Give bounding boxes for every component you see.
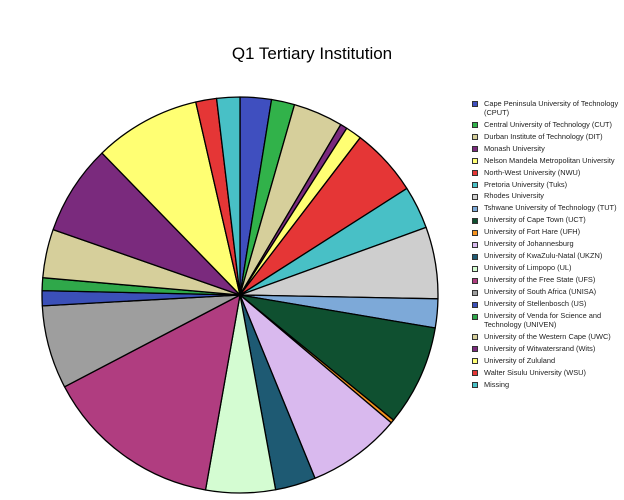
legend-item: Nelson Mandela Metropolitan University bbox=[472, 155, 622, 166]
legend-item: Monash University bbox=[472, 143, 622, 154]
legend-swatch bbox=[472, 229, 478, 236]
pie-slice-20 bbox=[101, 101, 241, 296]
legend-item: University of Cape Town (UCT) bbox=[472, 216, 622, 225]
legend-swatch bbox=[472, 301, 478, 308]
legend-swatch bbox=[472, 313, 478, 320]
legend-swatch bbox=[472, 382, 478, 389]
legend-swatch bbox=[472, 346, 478, 353]
legend: Cape Peninsula University of Technology … bbox=[472, 99, 622, 393]
legend-item: University of Venda for Science and Tech… bbox=[472, 311, 622, 329]
legend-swatch bbox=[472, 133, 478, 140]
legend-item: University of South Africa (UNISA) bbox=[472, 288, 622, 297]
legend-item: University of Limpopo (UL) bbox=[472, 264, 622, 273]
legend-swatch bbox=[472, 289, 478, 296]
legend-item: Rhodes University bbox=[472, 192, 622, 201]
pie-slice-11 bbox=[239, 294, 392, 479]
legend-label: University of Venda for Science and Tech… bbox=[484, 311, 602, 329]
legend-swatch bbox=[472, 181, 478, 188]
legend-swatch bbox=[472, 217, 478, 224]
legend-item: Durban Institute of Technology (DIT) bbox=[472, 131, 622, 142]
legend-item: North-West University (NWU) bbox=[472, 167, 622, 178]
legend-label: University of the Free State (UFS) bbox=[484, 275, 596, 285]
legend-swatch bbox=[472, 169, 478, 176]
legend-label: North-West University (NWU) bbox=[484, 167, 581, 177]
legend-item: University of Stellenbosch (US) bbox=[472, 300, 622, 309]
legend-swatch bbox=[472, 121, 478, 128]
pie-slice-9 bbox=[239, 294, 436, 421]
legend-item: Missing bbox=[472, 379, 622, 390]
legend-item: University of KwaZulu-Natal (UKZN) bbox=[472, 252, 622, 261]
legend-label: Tshwane University of Technology (TUT) bbox=[484, 203, 617, 213]
chart-title: Q1 Tertiary Institution bbox=[231, 44, 393, 63]
legend-item: University of the Western Cape (UWC) bbox=[472, 331, 622, 342]
legend-item: University of Zululand bbox=[472, 355, 622, 366]
legend-swatch bbox=[472, 265, 478, 272]
legend-item: University of Johannesburg bbox=[472, 240, 622, 249]
legend-label: University of the Western Cape (UWC) bbox=[484, 331, 611, 341]
legend-label: Walter Sisulu University (WSU) bbox=[484, 367, 586, 377]
legend-swatch bbox=[472, 334, 478, 341]
legend-swatch bbox=[472, 253, 478, 260]
legend-label: University of Stellenbosch (US) bbox=[484, 299, 587, 309]
legend-item: Cape Peninsula University of Technology … bbox=[472, 99, 622, 117]
legend-item: Tshwane University of Technology (TUT) bbox=[472, 204, 622, 213]
legend-item: Pretoria University (Tuks) bbox=[472, 179, 622, 190]
legend-swatch bbox=[472, 370, 478, 377]
legend-item: University of Witwatersrand (Wits) bbox=[472, 343, 622, 354]
legend-swatch bbox=[472, 193, 478, 200]
legend-label: Rhodes University bbox=[484, 191, 544, 201]
legend-label: University of Witwatersrand (Wits) bbox=[484, 343, 596, 353]
legend-swatch bbox=[472, 145, 478, 152]
legend-label: University of South Africa (UNISA) bbox=[484, 287, 597, 297]
legend-label: University of Fort Hare (UFH) bbox=[484, 227, 581, 237]
legend-item: Walter Sisulu University (WSU) bbox=[472, 367, 622, 378]
legend-swatch bbox=[472, 277, 478, 284]
legend-swatch bbox=[472, 205, 478, 212]
legend-label: University of Cape Town (UCT) bbox=[484, 215, 586, 225]
legend-label: Durban Institute of Technology (DIT) bbox=[484, 131, 603, 141]
legend-item: University of Fort Hare (UFH) bbox=[472, 228, 622, 237]
legend-label: Pretoria University (Tuks) bbox=[484, 179, 568, 189]
legend-label: University of Johannesburg bbox=[484, 239, 574, 249]
legend-swatch bbox=[472, 101, 478, 108]
legend-label: University of Zululand bbox=[484, 355, 556, 365]
legend-label: University of KwaZulu-Natal (UKZN) bbox=[484, 251, 603, 261]
legend-label: Monash University bbox=[484, 143, 545, 153]
legend-label: University of Limpopo (UL) bbox=[484, 263, 572, 273]
legend-item: Central University of Technology (CUT) bbox=[472, 119, 622, 130]
legend-label: Missing bbox=[484, 379, 510, 389]
legend-label: Cape Peninsula University of Technology … bbox=[484, 99, 619, 117]
legend-swatch bbox=[472, 241, 478, 248]
legend-item: University of the Free State (UFS) bbox=[472, 276, 622, 285]
legend-swatch bbox=[472, 157, 478, 164]
legend-swatch bbox=[472, 358, 478, 365]
pie-slice-14 bbox=[63, 294, 241, 491]
pie-slice-22 bbox=[215, 96, 241, 296]
legend-label: Central University of Technology (CUT) bbox=[484, 119, 613, 129]
legend-label: Nelson Mandela Metropolitan University bbox=[484, 155, 615, 165]
